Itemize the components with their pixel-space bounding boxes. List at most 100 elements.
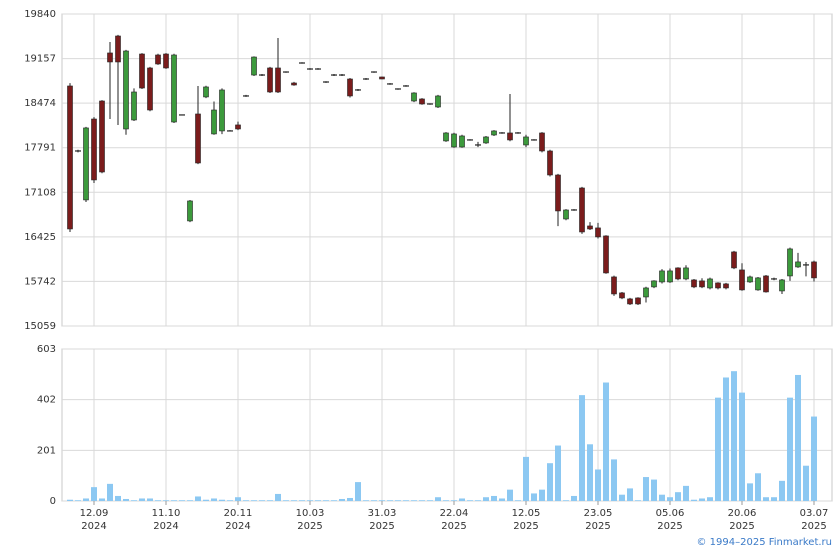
volume-bar bbox=[163, 500, 169, 501]
candle-body bbox=[563, 209, 569, 220]
candle-body bbox=[675, 267, 681, 280]
x-tick-label: 23.05 bbox=[584, 508, 613, 519]
volume-bar bbox=[731, 371, 737, 501]
volume-bar bbox=[651, 479, 657, 501]
volume-bar bbox=[83, 498, 89, 501]
volume-bar bbox=[643, 477, 649, 501]
x-tick-label: 20.11 bbox=[224, 508, 253, 519]
volume-bar bbox=[379, 500, 385, 501]
volume-bar bbox=[291, 500, 297, 501]
volume-tick-label: 201 bbox=[37, 445, 56, 456]
volume-bar bbox=[251, 500, 257, 501]
volume-bar bbox=[203, 499, 209, 501]
volume-bar bbox=[595, 469, 601, 501]
volume-bar bbox=[339, 498, 345, 501]
y-tick-label: 19157 bbox=[24, 54, 56, 65]
candle-body bbox=[731, 251, 737, 269]
candle-body bbox=[155, 54, 161, 65]
volume-bar bbox=[555, 445, 561, 501]
candle-body bbox=[507, 132, 513, 141]
candle-body bbox=[595, 227, 601, 238]
candle-body bbox=[347, 78, 353, 97]
x-tick-label: 2025 bbox=[369, 521, 394, 532]
volume-bar bbox=[707, 497, 713, 501]
y-tick-label: 17791 bbox=[24, 143, 56, 154]
candle-body bbox=[123, 50, 129, 130]
x-tick-label: 2025 bbox=[297, 521, 322, 532]
x-tick-label: 31.03 bbox=[368, 508, 397, 519]
volume-bar bbox=[683, 485, 689, 501]
volume-bar bbox=[219, 499, 225, 501]
candle-body bbox=[411, 92, 417, 102]
volume-bar bbox=[147, 498, 153, 501]
volume-bar bbox=[259, 500, 265, 501]
candle-body bbox=[611, 276, 617, 295]
volume-bar bbox=[491, 495, 497, 501]
candle-body bbox=[443, 132, 449, 142]
volume-bar bbox=[155, 500, 161, 501]
candle-body bbox=[211, 109, 217, 135]
candle-body bbox=[587, 225, 593, 230]
y-tick-label: 17108 bbox=[24, 187, 56, 198]
x-tick-label: 11.10 bbox=[152, 508, 181, 519]
x-tick-label: 2025 bbox=[729, 521, 754, 532]
volume-bar bbox=[467, 500, 473, 501]
volume-bar bbox=[499, 498, 505, 501]
y-tick-label: 18474 bbox=[24, 98, 56, 109]
candle-body bbox=[539, 132, 545, 152]
x-tick-label: 12.05 bbox=[512, 508, 541, 519]
volume-bar bbox=[267, 500, 273, 501]
volume-bar bbox=[235, 497, 241, 501]
candle-body bbox=[147, 67, 153, 111]
volume-bar bbox=[603, 382, 609, 501]
candle-body bbox=[483, 136, 489, 144]
volume-bar bbox=[635, 500, 641, 501]
volume-bar bbox=[395, 500, 401, 501]
volume-bar bbox=[411, 500, 417, 501]
candle-body bbox=[131, 91, 137, 121]
candle-body bbox=[267, 67, 273, 93]
volume-bar bbox=[435, 497, 441, 501]
volume-bar bbox=[227, 500, 233, 501]
y-tick-label: 15059 bbox=[24, 321, 56, 332]
volume-bar bbox=[323, 500, 329, 501]
candle-body bbox=[523, 136, 529, 146]
volume-bar bbox=[139, 498, 145, 501]
volume-bar bbox=[299, 500, 305, 501]
candle-body bbox=[603, 235, 609, 274]
volume-bar bbox=[307, 500, 313, 501]
volume-bar bbox=[427, 500, 433, 501]
candle-body bbox=[379, 76, 385, 80]
volume-bar bbox=[243, 500, 249, 501]
x-tick-label: 20.06 bbox=[728, 508, 757, 519]
candle-body bbox=[795, 261, 801, 268]
candle-body bbox=[643, 287, 649, 298]
candle-body bbox=[139, 53, 145, 89]
volume-bar bbox=[67, 499, 73, 501]
volume-bar bbox=[811, 416, 817, 501]
volume-bar bbox=[571, 495, 577, 501]
candle-body bbox=[491, 130, 497, 136]
volume-bar bbox=[403, 500, 409, 501]
candle-body bbox=[163, 53, 169, 69]
candle-body bbox=[275, 67, 281, 93]
volume-bar bbox=[539, 489, 545, 501]
volume-tick-label: 402 bbox=[37, 395, 56, 406]
volume-bar bbox=[99, 498, 105, 501]
candle-body bbox=[251, 56, 257, 76]
volume-bar bbox=[723, 377, 729, 501]
volume-bar bbox=[699, 498, 705, 501]
candle-body bbox=[171, 54, 177, 123]
volume-bar bbox=[331, 500, 337, 501]
volume-bar bbox=[619, 494, 625, 501]
price-frame bbox=[61, 13, 833, 327]
x-tick-label: 2025 bbox=[585, 521, 610, 532]
x-tick-label: 2025 bbox=[801, 521, 826, 532]
volume-bar bbox=[107, 483, 113, 501]
volume-bar bbox=[771, 497, 777, 501]
volume-bar bbox=[115, 495, 121, 501]
x-tick-label: 2024 bbox=[153, 521, 178, 532]
volume-bar bbox=[275, 493, 281, 501]
candle-body bbox=[707, 278, 713, 289]
